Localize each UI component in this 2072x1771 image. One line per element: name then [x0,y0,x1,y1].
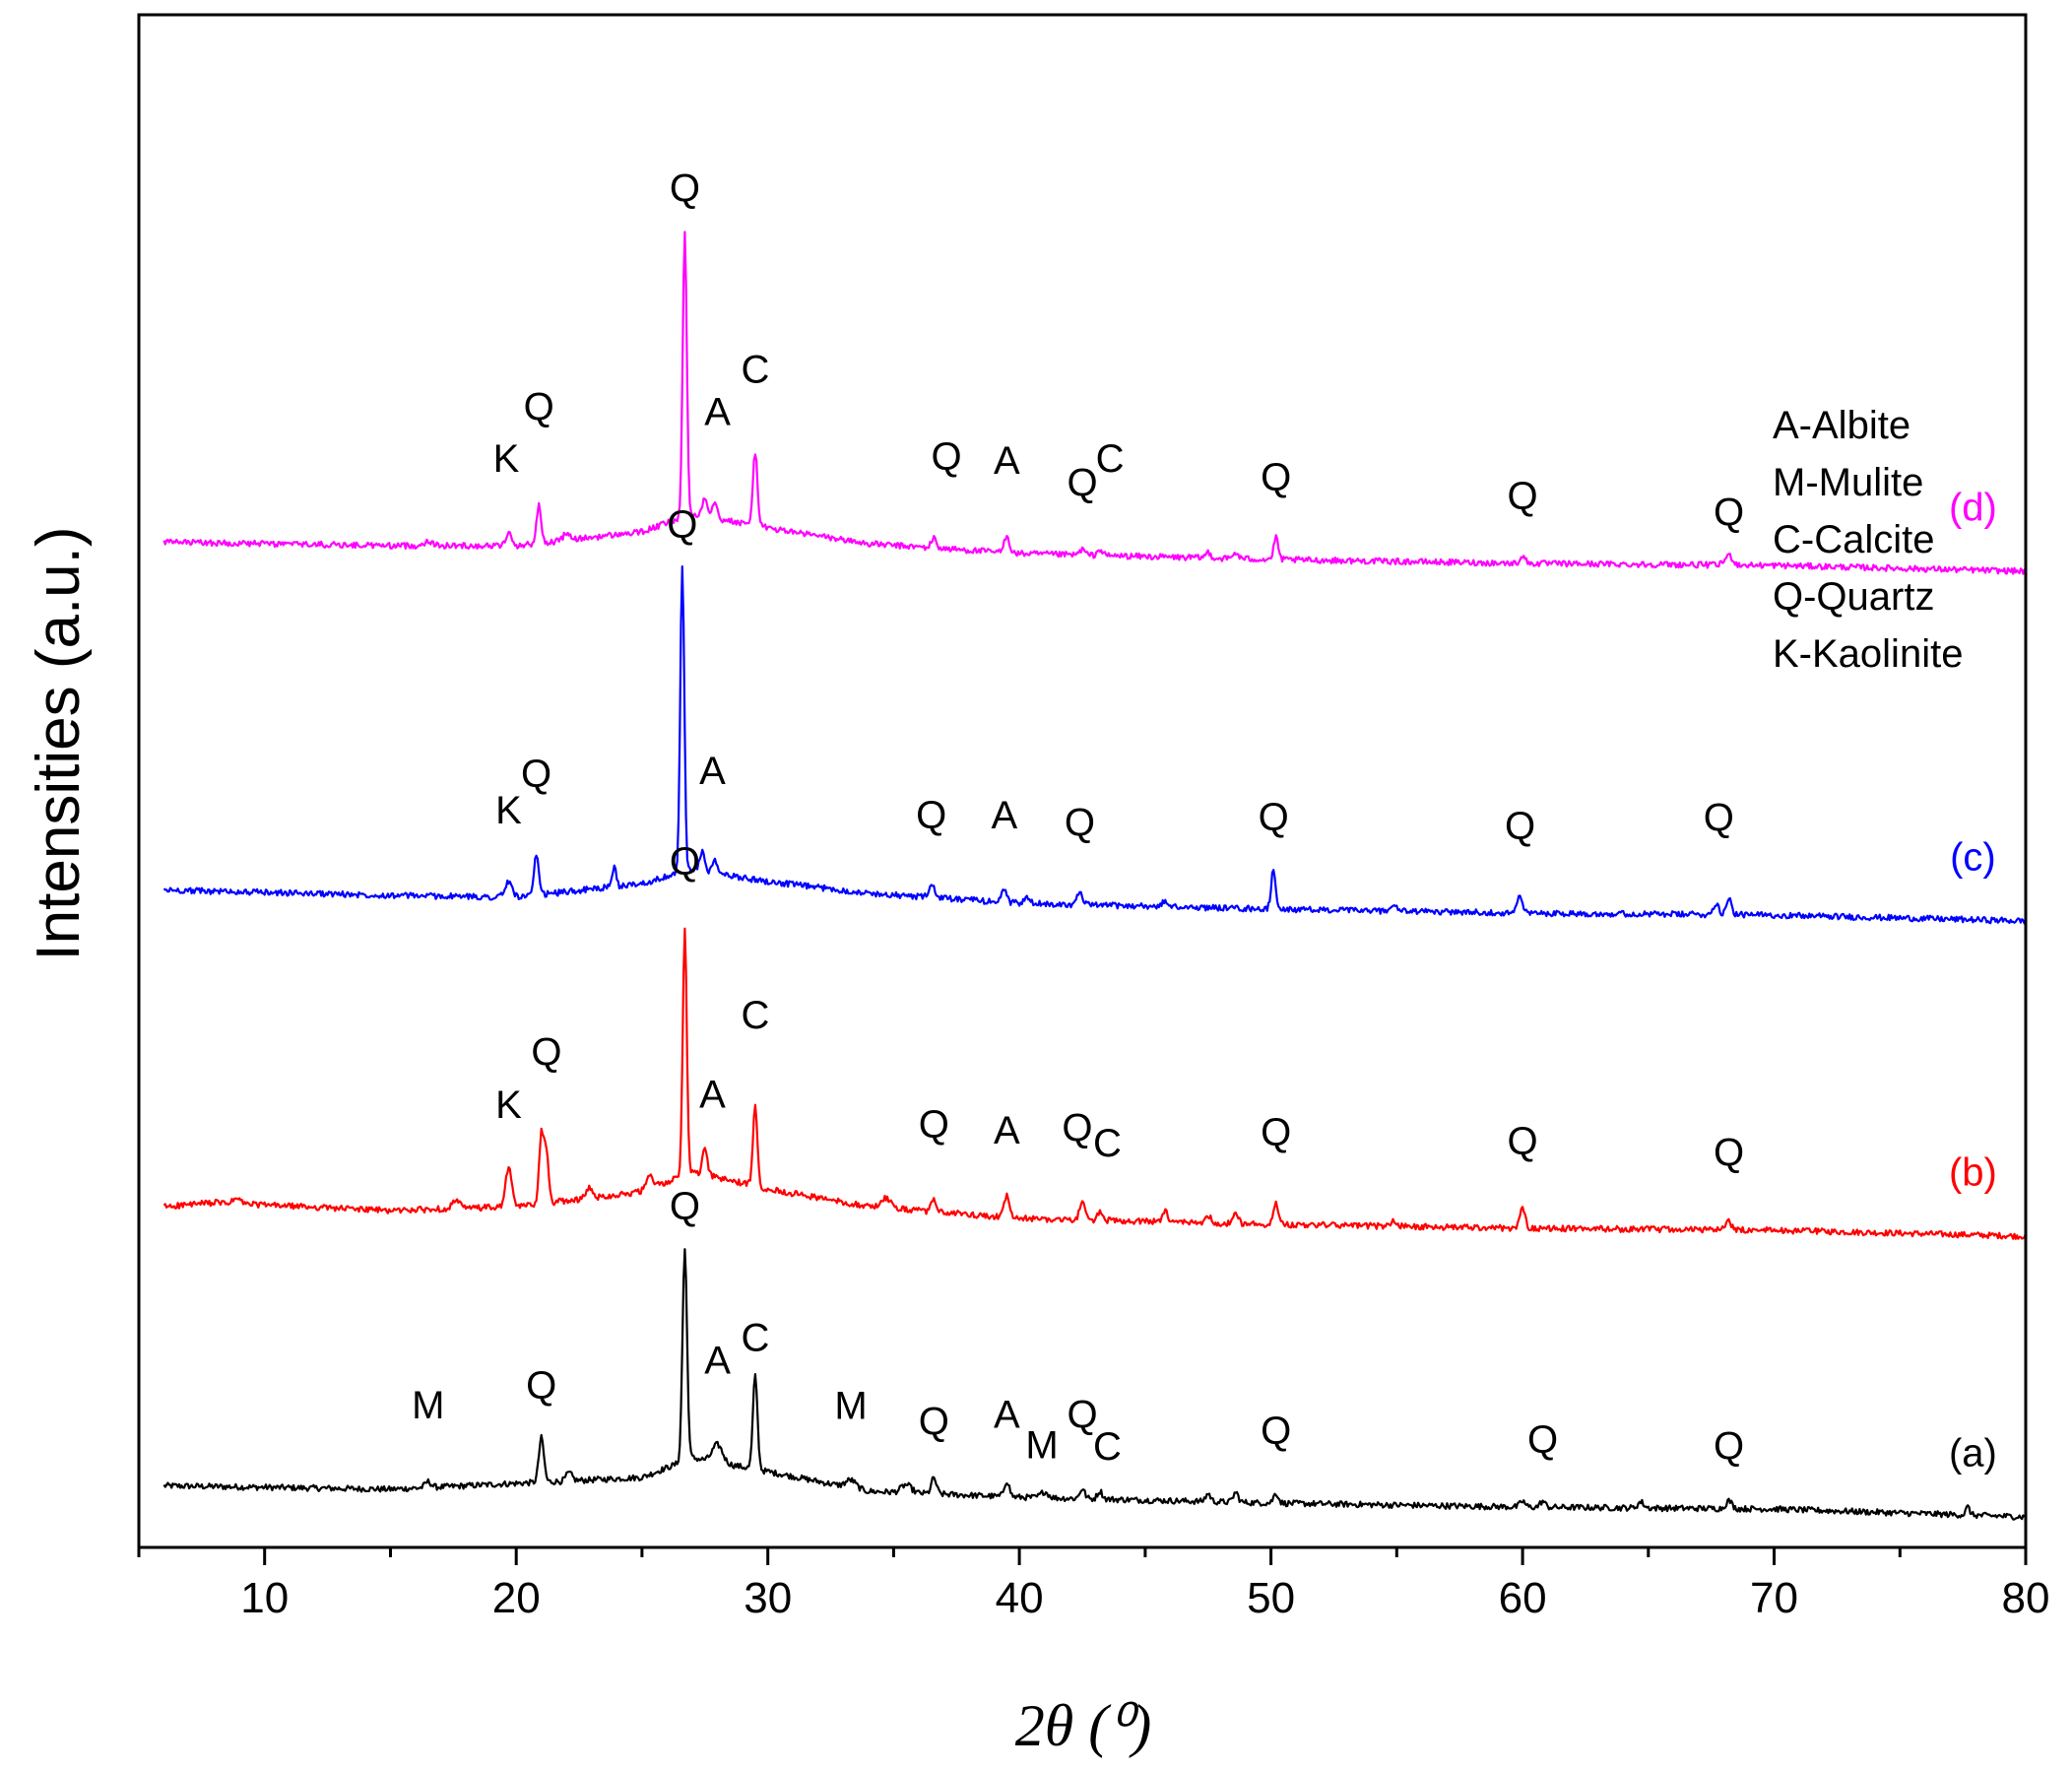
peak-label-b-1: Q [531,1030,561,1074]
x-tick-label-50: 50 [1247,1574,1295,1622]
peak-label-b-5: Q [919,1103,949,1147]
peak-label-c-6: Q [1065,801,1095,844]
x-axis-label: 2θ (⁰) [1015,1693,1152,1758]
peak-label-d-2: Q [670,167,700,211]
peak-label-d-0: K [493,437,520,481]
peak-label-c-7: Q [1259,796,1289,839]
peak-label-b-7: Q [1062,1106,1092,1149]
peak-label-c-4: Q [916,794,946,837]
sample-tag-d: (d) [1949,487,1997,530]
peak-label-c-9: Q [1704,797,1734,840]
peak-label-a-5: M [834,1385,867,1428]
series-layer [162,230,2028,1521]
peak-label-a-1: Q [526,1364,556,1408]
peak-label-c-8: Q [1505,805,1535,848]
series-line-b [162,927,2028,1240]
peak-label-d-6: A [994,439,1020,483]
peak-label-a-9: Q [1067,1394,1097,1437]
peak-label-c-0: K [495,789,522,832]
peak-label-b-9: Q [1261,1111,1291,1154]
sample-tag-a: (a) [1949,1431,1997,1475]
peak-label-d-4: C [741,349,769,392]
legend-item-mulite: M-Mulite [1773,461,1923,504]
x-tick-label-30: 30 [744,1574,792,1622]
legend-item-albite: A-Albite [1773,404,1910,447]
y-axis-label: Intensities (a.u.) [25,526,93,960]
peak-label-d-1: Q [524,386,554,429]
peak-label-c-1: Q [521,753,551,796]
x-tick-label-70: 70 [1750,1574,1798,1622]
peak-label-d-10: Q [1508,475,1538,518]
legend-item-quartz: Q-Quartz [1773,575,1934,619]
peak-label-a-4: C [741,1317,769,1360]
peak-label-a-10: C [1093,1425,1122,1469]
peak-label-b-6: A [994,1109,1020,1152]
x-axis-ticks: 10 20 30 40 50 60 70 80 [137,1547,2050,1622]
peak-label-a-12: Q [1527,1418,1558,1462]
peak-label-c-3: A [699,750,726,793]
peak-label-d-5: Q [931,435,961,479]
sample-tag-b: (b) [1949,1151,1997,1195]
series-line-c [162,564,2027,925]
peak-label-d-9: Q [1261,456,1291,499]
peak-label-a-3: A [704,1340,731,1383]
peak-label-d-3: A [704,391,731,434]
peak-label-b-11: Q [1714,1132,1744,1175]
x-tick-label-60: 60 [1499,1574,1547,1622]
peak-label-d-11: Q [1714,492,1744,535]
sample-tag-c: (c) [1950,836,1996,880]
x-tick-label-40: 40 [996,1574,1044,1622]
x-tick-label-80: 80 [2002,1574,2050,1622]
x-tick-label-20: 20 [492,1574,541,1622]
peak-label-a-8: M [1025,1424,1058,1468]
peak-label-b-8: C [1093,1122,1122,1165]
peak-label-b-0: K [495,1083,522,1127]
peak-label-b-2: Q [670,840,700,884]
peak-label-c-2: Q [667,503,697,547]
legend-item-kaolinite: K-Kaolinite [1773,632,1963,676]
x-tick-label-10: 10 [240,1574,289,1622]
legend-item-calcite: C-Calcite [1773,518,1934,561]
legend: A-Albite M-Mulite C-Calcite Q-Quartz K-K… [1773,404,1963,676]
peak-label-c-5: A [991,794,1017,837]
peak-label-a-7: A [994,1394,1020,1437]
peak-label-a-0: M [412,1384,444,1427]
peak-label-a-2: Q [670,1185,700,1228]
peak-label-a-13: Q [1714,1425,1744,1469]
peak-label-a-11: Q [1261,1410,1291,1453]
peak-label-d-7: Q [1067,462,1097,505]
series-line-d [162,230,2027,575]
peak-label-b-4: C [741,994,769,1037]
peak-label-b-10: Q [1508,1120,1538,1163]
series-line-a [162,1248,2027,1521]
peak-label-a-6: Q [919,1401,949,1444]
peak-label-b-3: A [699,1074,726,1117]
plot-frame [137,13,2028,1549]
peak-label-d-8: C [1096,437,1125,481]
